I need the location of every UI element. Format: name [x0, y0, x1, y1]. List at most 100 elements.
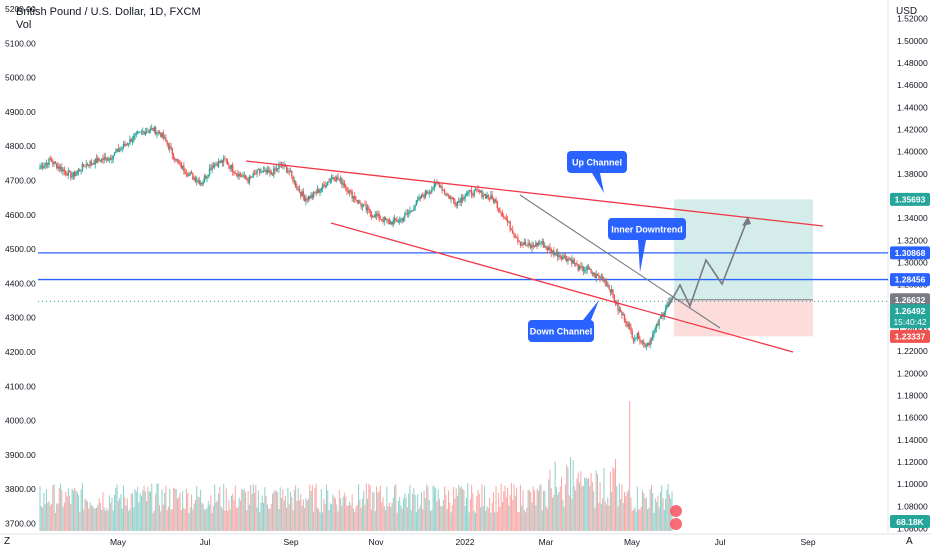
- volume-bar: [122, 485, 125, 531]
- candle-body: [230, 164, 233, 169]
- inner-downtrend-line[interactable]: [519, 194, 721, 329]
- volume-bar: [595, 470, 597, 531]
- candle-body: [122, 143, 125, 148]
- volume-bar: [563, 506, 565, 531]
- volume-bar: [251, 493, 253, 531]
- volume-bar: [540, 484, 542, 531]
- candle-body: [395, 218, 397, 221]
- volume-bar: [450, 512, 452, 531]
- upper-channel-line[interactable]: [245, 160, 824, 227]
- inner-downtrend-callout[interactable]: [608, 218, 686, 240]
- volume-bar: [403, 498, 405, 531]
- volume-bar: [516, 487, 518, 531]
- candle-body: [352, 196, 355, 199]
- volume-bar: [306, 500, 308, 531]
- candle-body: [524, 242, 527, 246]
- volume-bar: [332, 494, 334, 531]
- candle-body: [667, 302, 669, 305]
- volume-bar: [499, 506, 501, 531]
- volume-bar: [603, 468, 605, 531]
- candle-body: [216, 164, 218, 167]
- volume-bar: [61, 490, 63, 531]
- candle-body: [596, 274, 599, 277]
- volume-bar: [63, 502, 65, 531]
- volume-bar: [639, 509, 641, 531]
- candle-body: [495, 199, 497, 202]
- volume-bar: [482, 505, 484, 531]
- volume-bar: [137, 486, 139, 531]
- lower-channel-line[interactable]: [330, 222, 794, 353]
- uk-event-icon[interactable]: [670, 505, 682, 517]
- stop-price-badge-label: 1.23337: [895, 331, 926, 341]
- down-channel-callout[interactable]: [528, 320, 594, 342]
- volume-bar: [354, 512, 356, 531]
- auto-scale-button[interactable]: A: [906, 536, 913, 547]
- target-zone[interactable]: [674, 199, 813, 300]
- volume-bar: [625, 496, 627, 531]
- volume-bar: [320, 489, 322, 531]
- volume-bar: [111, 497, 113, 531]
- zoom-button[interactable]: Z: [4, 536, 11, 547]
- volume-bar: [408, 493, 410, 531]
- candle-body: [212, 165, 215, 168]
- volume-bar: [216, 500, 218, 531]
- candle-body: [88, 165, 90, 166]
- candle-body: [129, 138, 131, 144]
- volume-bar: [494, 512, 496, 531]
- candle-body: [558, 255, 560, 258]
- right-axis-tick: 1.50000: [897, 36, 928, 46]
- volume-bar: [577, 472, 579, 531]
- candle-body: [95, 158, 98, 163]
- candle-body: [494, 199, 496, 203]
- candle-body: [207, 174, 209, 177]
- up-channel-callout[interactable]: [567, 151, 627, 173]
- volume-bar: [278, 508, 280, 531]
- candle-body: [234, 173, 236, 174]
- volume-bar: [612, 467, 614, 531]
- right-axis-tick: 1.44000: [897, 102, 928, 112]
- volume-bar: [146, 501, 148, 531]
- volume-bar: [310, 490, 312, 531]
- right-axis-tick: 1.34000: [897, 213, 928, 223]
- volume-bar: [234, 485, 236, 531]
- candle-body: [455, 204, 457, 206]
- volume-bar: [618, 483, 620, 531]
- candle-body: [482, 195, 484, 197]
- volume-indicator-label[interactable]: Vol: [16, 19, 32, 31]
- candle-body: [612, 289, 614, 295]
- candle-body: [510, 229, 513, 231]
- volume-bar: [514, 495, 516, 531]
- volume-bar: [591, 482, 593, 531]
- stop-zone[interactable]: [674, 299, 813, 337]
- candle-body: [550, 248, 552, 254]
- volume-bar: [174, 488, 176, 531]
- candle-body: [523, 242, 525, 245]
- candle-body: [267, 169, 270, 173]
- candle-body: [497, 208, 500, 209]
- candle-body: [506, 220, 509, 223]
- volume-bar: [409, 484, 411, 531]
- candle-body: [256, 169, 258, 175]
- candle-body: [532, 244, 534, 247]
- candle-body: [274, 168, 276, 171]
- volume-bar: [120, 494, 122, 531]
- volume-bar: [147, 486, 149, 531]
- volume-bar: [241, 488, 243, 531]
- volume-bar: [441, 506, 443, 531]
- volume-bar: [171, 509, 173, 531]
- candle-body: [469, 190, 472, 191]
- candle-body: [176, 159, 179, 161]
- volume-bar: [237, 507, 239, 531]
- candle-body: [239, 173, 242, 176]
- volume-bar: [652, 493, 654, 531]
- volume-bar: [85, 499, 87, 531]
- candle-body: [77, 169, 80, 172]
- us-event-icon[interactable]: [670, 518, 682, 530]
- projection-path[interactable]: [667, 217, 749, 309]
- volume-bar: [309, 484, 311, 531]
- candle-body: [203, 176, 206, 182]
- candle-body: [632, 338, 635, 342]
- volume-bar: [481, 484, 483, 531]
- volume-bar: [80, 489, 82, 531]
